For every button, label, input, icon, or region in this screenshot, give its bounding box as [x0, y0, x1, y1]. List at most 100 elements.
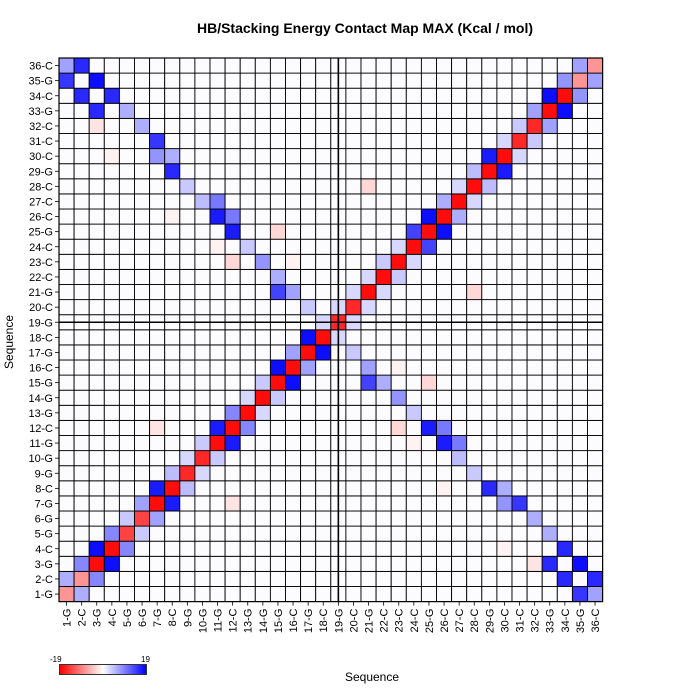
heatmap-cell [375, 374, 392, 391]
heatmap-cell [103, 359, 120, 376]
heatmap-cell [541, 525, 558, 542]
heatmap-cell [58, 178, 75, 195]
heatmap-cell [149, 208, 166, 225]
heatmap-cell [481, 450, 498, 467]
heatmap-cell [571, 148, 588, 165]
heatmap-cell [88, 419, 105, 436]
heatmap-cell [511, 435, 528, 452]
heatmap-cell [58, 72, 75, 89]
heatmap-cell [571, 329, 588, 346]
heatmap-cell [88, 586, 105, 603]
heatmap-cell [134, 540, 151, 557]
heatmap-cell [481, 435, 498, 452]
heatmap-cell [375, 178, 392, 195]
heatmap-cell [390, 389, 407, 406]
heatmap-cell [134, 163, 151, 180]
heatmap-cell [164, 72, 181, 89]
heatmap-cell [194, 163, 211, 180]
heatmap-cell [118, 299, 135, 316]
heatmap-cell [118, 510, 135, 527]
heatmap-cell [118, 133, 135, 150]
heatmap-cell [360, 208, 377, 225]
heatmap-cell [88, 148, 105, 165]
heatmap-cell [300, 238, 317, 255]
heatmap-cell [194, 450, 211, 467]
heatmap-cell [118, 238, 135, 255]
heatmap-cell [436, 133, 453, 150]
heatmap-cell [420, 419, 437, 436]
heatmap-cell [254, 540, 271, 557]
heatmap-cell [209, 57, 226, 74]
y-tick-label: 3-G [35, 559, 53, 571]
heatmap-cell [420, 208, 437, 225]
heatmap-cell [118, 253, 135, 270]
heatmap-cell [73, 57, 90, 74]
heatmap-cell [390, 450, 407, 467]
heatmap-cell [541, 87, 558, 104]
heatmap-cell [315, 284, 332, 301]
heatmap-cell [164, 178, 181, 195]
heatmap-cell [496, 117, 513, 134]
heatmap-cell [390, 480, 407, 497]
heatmap-cell [103, 253, 120, 270]
heatmap-cell [451, 253, 468, 270]
heatmap-cell [496, 495, 513, 512]
heatmap-cell [451, 193, 468, 210]
y-tick-label: 10-G [29, 453, 53, 465]
heatmap-cell [88, 450, 105, 467]
heatmap-cell [541, 329, 558, 346]
y-tick-label: 22-C [29, 272, 53, 284]
heatmap-cell [194, 178, 211, 195]
heatmap-cell [587, 133, 604, 150]
heatmap-cell [526, 419, 543, 436]
heatmap-cell [149, 555, 166, 572]
heatmap-cell [300, 148, 317, 165]
heatmap-cell [345, 374, 362, 391]
heatmap-cell [436, 555, 453, 572]
heatmap-cell [466, 419, 483, 436]
x-tick-label: 14-G [258, 609, 270, 633]
heatmap-cell [526, 268, 543, 285]
heatmap-cell [88, 435, 105, 452]
heatmap-cell [149, 435, 166, 452]
x-tick-label: 7-G [152, 609, 164, 627]
heatmap-cell [194, 284, 211, 301]
heatmap-cell [179, 344, 196, 361]
heatmap-cell [239, 586, 256, 603]
heatmap-cell [420, 102, 437, 119]
heatmap-cell [390, 555, 407, 572]
heatmap-cell [587, 586, 604, 603]
heatmap-cell [556, 555, 573, 572]
heatmap-cell [436, 570, 453, 587]
heatmap-cell [466, 299, 483, 316]
heatmap-cell [224, 435, 241, 452]
heatmap-cell [224, 570, 241, 587]
heatmap-cell [254, 57, 271, 74]
heatmap-cell [511, 359, 528, 376]
heatmap-cell [134, 208, 151, 225]
heatmap-cell [466, 284, 483, 301]
heatmap-cell [269, 435, 286, 452]
heatmap-cell [526, 404, 543, 421]
y-tick-label: 14-G [29, 393, 53, 405]
heatmap-cell [88, 299, 105, 316]
heatmap-cell [345, 208, 362, 225]
heatmap-cell [481, 284, 498, 301]
heatmap-cell [481, 555, 498, 572]
heatmap-cell [375, 133, 392, 150]
heatmap-cell [224, 344, 241, 361]
heatmap-cell [451, 57, 468, 74]
heatmap-cell [285, 435, 302, 452]
heatmap-cell [179, 435, 196, 452]
heatmap-cell [511, 102, 528, 119]
heatmap-cell [511, 284, 528, 301]
heatmap-cell [390, 87, 407, 104]
heatmap-cell [285, 208, 302, 225]
heatmap-cell [587, 480, 604, 497]
heatmap-cell [134, 344, 151, 361]
heatmap-cell [466, 268, 483, 285]
heatmap-cell [390, 465, 407, 482]
heatmap-cell [587, 284, 604, 301]
heatmap-cell [511, 586, 528, 603]
heatmap-cell [88, 193, 105, 210]
